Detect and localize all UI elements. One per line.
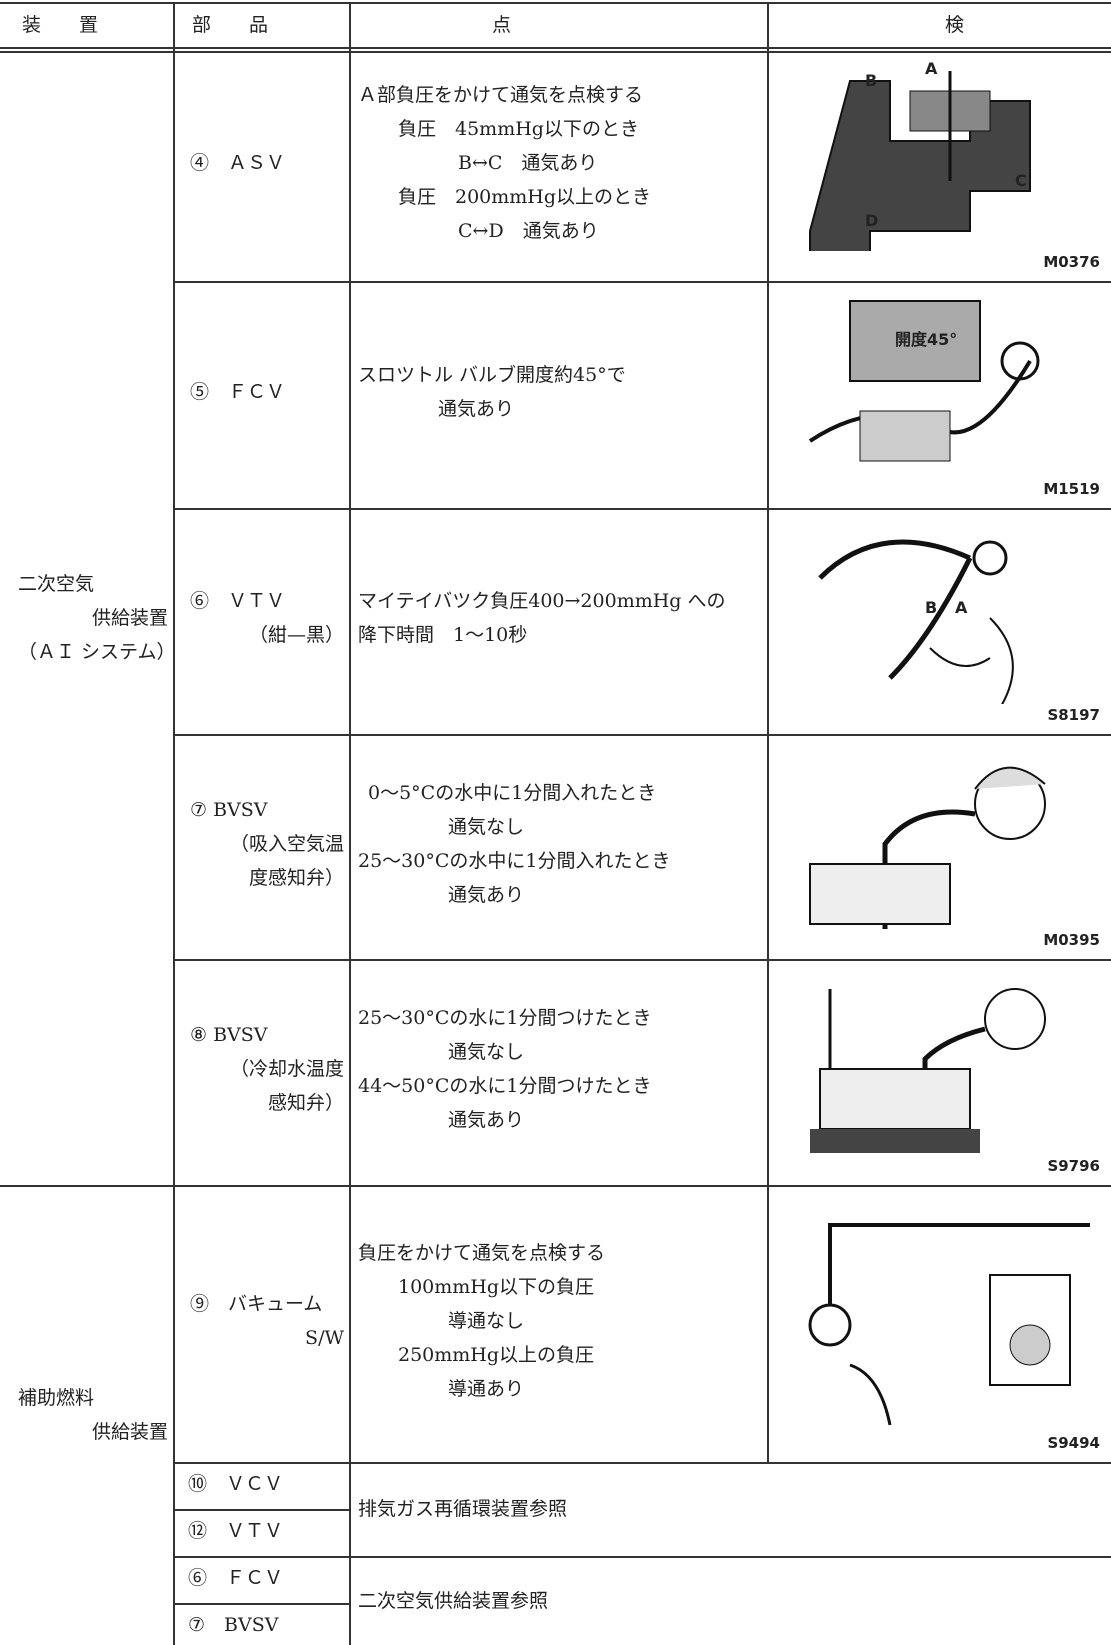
part-label: ⑦ BVSV	[190, 798, 268, 821]
header-part: 部 品	[192, 14, 269, 36]
check-text: 25～30°Cの水中に1分間入れたとき	[358, 849, 671, 872]
reference-note: 二次空気供給装置参照	[358, 1589, 549, 1612]
rule	[173, 959, 1111, 961]
figure-code: M0395	[1043, 931, 1100, 949]
rule	[767, 2, 769, 1462]
part-label: ⑧ BVSV	[190, 1024, 268, 1046]
check-text: 通気あり	[448, 883, 525, 906]
check-text: 負圧 200mmHg以上のとき	[398, 186, 652, 208]
figure	[809, 71, 1031, 251]
figure	[818, 539, 1014, 704]
figure-code: S9494	[1047, 1434, 1100, 1452]
part-label: ⑩ ＶＣＶ	[188, 1473, 284, 1495]
check-text: スロツトル バルブ開度約45°で	[358, 363, 626, 386]
part-label: ⑦ BVSV	[188, 1614, 279, 1636]
part-label: ⑤ ＦＣＶ	[190, 380, 286, 403]
rule	[173, 734, 1111, 736]
figure-label: 開度45°	[895, 330, 958, 349]
part-label: （吸入空気温	[229, 832, 344, 855]
check-text: 負圧をかけて通気を点検する	[358, 1241, 606, 1264]
figure-label: A	[925, 59, 938, 78]
figure-code: S8197	[1047, 706, 1100, 724]
part-label: ⑥ ＦＣＶ	[188, 1567, 284, 1589]
device-label: 二次空気	[18, 573, 95, 595]
rule	[173, 2, 175, 1645]
header-device: 装 置	[22, 14, 99, 36]
figure-label: A	[955, 598, 968, 617]
rule	[0, 51, 1111, 53]
check-text: 通気あり	[448, 1109, 525, 1131]
check-text: C↔D 通気あり	[458, 220, 599, 242]
part-label: ⑥ ＶＴＶ	[190, 590, 286, 612]
figure-label: B	[865, 71, 878, 90]
part-label: ⑫ ＶＴＶ	[188, 1520, 284, 1542]
part-label: 感知弁）	[267, 1092, 344, 1114]
device-label: （ＡＩ システム）	[18, 641, 176, 663]
part-label: ④ ＡＳＶ	[190, 152, 286, 174]
check-text: Ａ部負圧をかけて通気を点検する	[358, 84, 644, 106]
part-label: 度感知弁）	[248, 866, 344, 889]
part-label: S/W	[305, 1326, 344, 1349]
rule	[173, 1556, 1111, 1558]
header-inspection: 検	[945, 14, 965, 36]
part-label: ⑨ バキューム	[190, 1292, 323, 1315]
figure	[808, 1223, 1090, 1426]
check-text: マイテイバツク負圧400→200mmHg への	[358, 590, 726, 612]
check-text: 44～50°Cの水に1分間つけたとき	[358, 1075, 652, 1097]
check-text: 負圧 45mmHg以下のとき	[398, 118, 639, 140]
check-text: B↔C 通気あり	[458, 152, 598, 174]
rule	[173, 281, 1111, 283]
check-text: 導通あり	[448, 1377, 525, 1400]
device-label: 供給装置	[91, 1421, 168, 1443]
rule	[0, 1185, 1111, 1187]
figure	[810, 988, 1046, 1153]
figure-label: D	[865, 211, 879, 230]
part-label: （冷却水温度	[229, 1058, 344, 1080]
figure-label: C	[1015, 171, 1027, 190]
device-label: 補助燃料	[18, 1387, 95, 1409]
rule	[173, 1462, 1111, 1464]
rule	[0, 47, 1111, 49]
figure-code: M1519	[1043, 480, 1100, 498]
check-text: 導通なし	[448, 1309, 525, 1332]
device-label: 供給装置	[91, 607, 168, 629]
check-text: 通気なし	[448, 1041, 525, 1063]
check-text: 25～30°Cの水に1分間つけたとき	[358, 1007, 652, 1029]
rule	[349, 2, 351, 1645]
figure	[809, 766, 1046, 929]
check-text: 通気あり	[438, 397, 515, 420]
figure-code: M0376	[1043, 253, 1100, 271]
figure-code: S9796	[1047, 1157, 1100, 1175]
check-text: 通気なし	[448, 815, 525, 838]
check-text: 250mmHg以上の負圧	[398, 1343, 595, 1366]
rule	[173, 508, 1111, 510]
rule	[173, 1509, 349, 1511]
check-text: 降下時間 1～10秒	[358, 624, 528, 646]
reference-note: 排気ガス再循環装置参照	[358, 1498, 568, 1520]
figure-label: B	[925, 598, 938, 617]
rule	[0, 2, 1111, 4]
header-inspection: 点	[492, 14, 512, 36]
figure	[808, 300, 1040, 462]
part-label: （紺—黒）	[248, 624, 344, 646]
check-text: 0～5°Cの水中に1分間入れたとき	[368, 781, 657, 804]
check-text: 100mmHg以下の負圧	[398, 1275, 595, 1298]
rule	[173, 1603, 349, 1605]
